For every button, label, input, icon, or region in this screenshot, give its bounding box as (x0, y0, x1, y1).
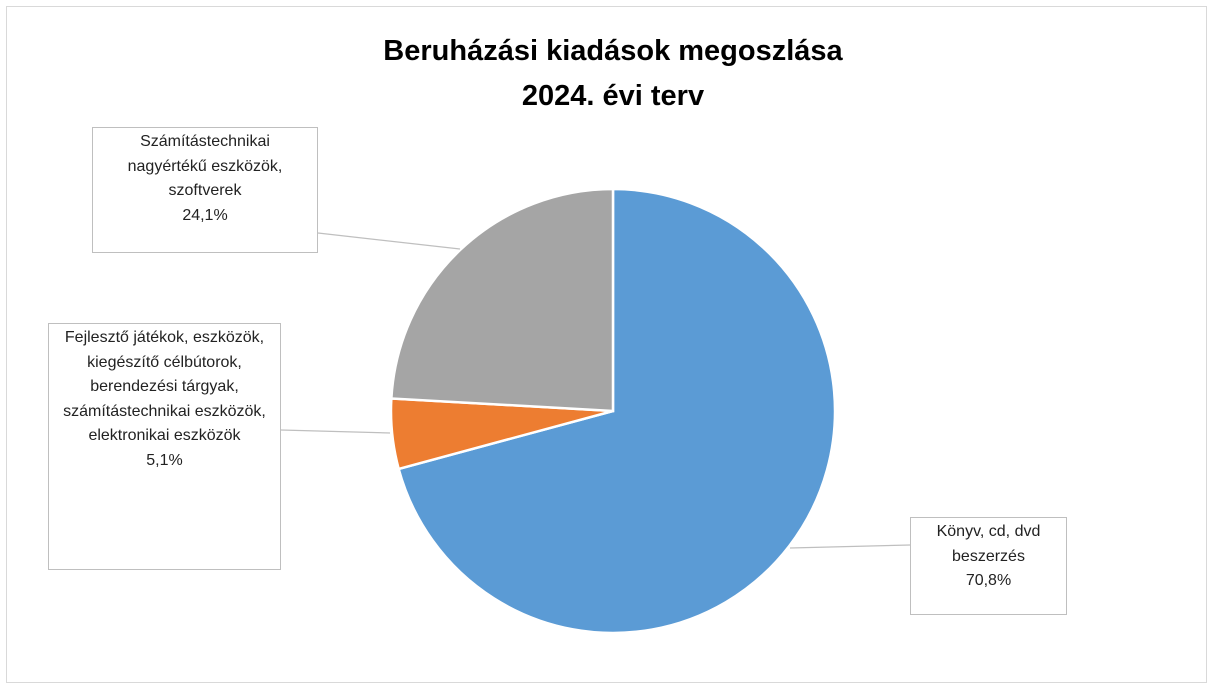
value-label: 24,1% (182, 206, 228, 224)
pie-slice (397, 187, 837, 635)
category-label: Könyv, cd, dvd beszerzés (936, 523, 1041, 565)
leader-line (317, 232, 461, 250)
pie (389, 187, 837, 635)
data-label: Számítástechnikai nagyértékű eszközök, s… (92, 127, 318, 253)
data-label: Fejlesztő játékok, eszközök, kiegészítő … (48, 323, 281, 570)
value-label: 70,8% (965, 572, 1012, 589)
chart-title: Beruházási kiadások megoszlása (383, 35, 843, 67)
leader-line (280, 429, 391, 434)
category-label: Fejlesztő játékok, eszközök, kiegészítő … (63, 329, 266, 444)
pie-slice (390, 187, 615, 413)
category-label: Számítástechnikai nagyértékű eszközök, s… (127, 133, 283, 199)
value-label: 5,1% (146, 451, 183, 469)
data-label: Könyv, cd, dvd beszerzés 70,8% (910, 517, 1067, 615)
chart-title: 2024. évi terv (522, 80, 704, 112)
leader-lines (280, 232, 911, 549)
leader-line (789, 544, 911, 549)
